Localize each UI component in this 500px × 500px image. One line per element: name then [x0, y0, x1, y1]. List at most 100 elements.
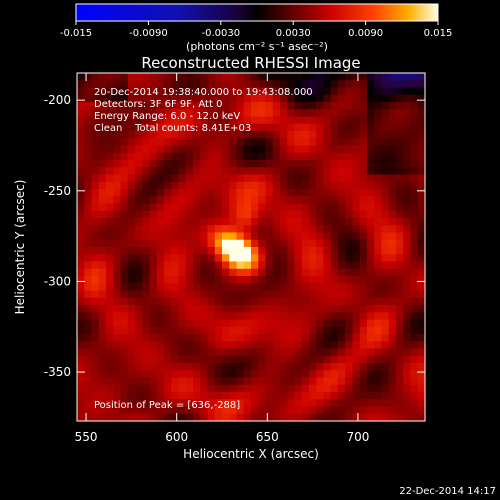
heatmap-cell: [193, 283, 201, 292]
heatmap-cell: [301, 116, 310, 125]
heatmap-cell: [164, 297, 172, 306]
heatmap-cell: [359, 94, 368, 103]
heatmap-cell: [330, 189, 339, 197]
heatmap-cell: [229, 131, 238, 139]
heatmap-cell: [294, 152, 303, 161]
heatmap-cell: [410, 297, 419, 306]
heatmap-cell: [272, 80, 281, 89]
heatmap-cell: [185, 377, 194, 386]
heatmap-cell: [403, 297, 412, 306]
heatmap-cell: [207, 384, 216, 393]
heatmap-cell: [403, 210, 412, 219]
heatmap-cell: [367, 377, 375, 386]
heatmap-cell: [98, 152, 107, 161]
heatmap-cell: [294, 413, 303, 421]
heatmap-cell: [287, 268, 296, 277]
heatmap-cell: [417, 87, 425, 96]
heatmap-cell: [77, 160, 85, 168]
heatmap-cell: [236, 138, 245, 147]
heatmap-cell: [142, 261, 151, 270]
heatmap-cell: [403, 174, 412, 183]
heatmap-cell: [251, 131, 259, 139]
heatmap-cell: [135, 152, 143, 161]
heatmap-cell: [193, 174, 201, 183]
heatmap-cell: [323, 73, 332, 81]
heatmap-cell: [171, 160, 180, 168]
heatmap-cell: [352, 239, 361, 248]
heatmap-cell: [185, 218, 194, 226]
heatmap-cell: [410, 152, 419, 161]
heatmap-cell: [396, 355, 404, 364]
heatmap-cell: [301, 290, 310, 299]
heatmap-cell: [243, 174, 252, 183]
heatmap-cell: [185, 87, 194, 96]
heatmap-cell: [417, 341, 425, 350]
heatmap-cell: [149, 268, 158, 277]
heatmap-cell: [106, 305, 114, 313]
heatmap-cell: [316, 181, 325, 190]
heatmap-cell: [200, 210, 209, 219]
heatmap-cell: [193, 319, 201, 328]
heatmap-cell: [258, 283, 267, 292]
heatmap-cell: [258, 392, 267, 400]
heatmap-cell: [251, 319, 259, 328]
heatmap-cell: [106, 225, 114, 234]
heatmap-cell: [222, 355, 230, 364]
heatmap-cell: [178, 232, 187, 241]
heatmap-cell: [120, 189, 129, 197]
heatmap-cell: [178, 290, 187, 299]
heatmap-cell: [91, 305, 100, 313]
heatmap-cell: [84, 174, 93, 183]
heatmap-cell: [91, 239, 100, 248]
heatmap-cell: [91, 348, 100, 357]
heatmap-cell: [265, 290, 274, 299]
heatmap-cell: [396, 210, 404, 219]
heatmap-cell: [396, 254, 404, 263]
heatmap-cell: [374, 152, 383, 161]
heatmap-cell: [323, 210, 332, 219]
heatmap-cell: [323, 290, 332, 299]
heatmap-cell: [323, 239, 332, 248]
heatmap-cell: [193, 413, 201, 421]
heatmap-cell: [106, 254, 114, 263]
heatmap-cell: [272, 392, 281, 400]
heatmap-cell: [265, 116, 274, 125]
heatmap-cell: [287, 413, 296, 421]
heatmap-cell: [403, 225, 412, 234]
heatmap-cell: [207, 261, 216, 270]
heatmap-cell: [171, 319, 180, 328]
heatmap-cell: [98, 312, 107, 321]
heatmap-cell: [396, 225, 404, 234]
heatmap-cell: [403, 138, 412, 147]
heatmap-cell: [258, 305, 267, 313]
heatmap-cell: [309, 152, 317, 161]
heatmap-cell: [359, 319, 368, 328]
heatmap-cell: [374, 94, 383, 103]
heatmap-cell: [338, 203, 346, 212]
heatmap-cell: [171, 341, 180, 350]
heatmap-cell: [98, 268, 107, 277]
heatmap-cell: [91, 363, 100, 371]
heatmap-cell: [388, 334, 397, 342]
heatmap-cell: [200, 341, 209, 350]
heatmap-cell: [149, 290, 158, 299]
heatmap-cell: [178, 319, 187, 328]
heatmap-cell: [316, 109, 325, 118]
heatmap-cell: [388, 406, 397, 415]
heatmap-cell: [243, 210, 252, 219]
heatmap-cell: [352, 392, 361, 400]
heatmap-cell: [84, 189, 93, 197]
heatmap-cell: [388, 341, 397, 350]
heatmap-cell: [352, 261, 361, 270]
heatmap-cell: [222, 290, 230, 299]
heatmap-cell: [338, 210, 346, 219]
heatmap-cell: [388, 254, 397, 263]
heatmap-cell: [272, 363, 281, 371]
heatmap-cell: [193, 131, 201, 139]
heatmap-cell: [120, 210, 129, 219]
heatmap-cell: [272, 131, 281, 139]
heatmap-cell: [417, 181, 425, 190]
heatmap-cell: [98, 210, 107, 219]
heatmap-cell: [316, 254, 325, 263]
